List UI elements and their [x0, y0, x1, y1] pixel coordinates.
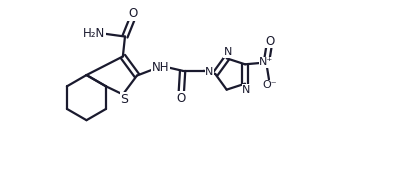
Text: N: N	[242, 85, 250, 94]
Text: O: O	[265, 35, 274, 48]
Text: NH: NH	[152, 61, 170, 74]
Text: S: S	[120, 93, 128, 106]
Text: O: O	[128, 7, 137, 21]
Text: H₂N: H₂N	[83, 27, 105, 40]
Text: O⁻: O⁻	[263, 80, 277, 90]
Text: N: N	[205, 67, 214, 77]
Text: N: N	[224, 48, 232, 57]
Text: N⁺: N⁺	[259, 57, 274, 68]
Text: O: O	[177, 92, 186, 105]
